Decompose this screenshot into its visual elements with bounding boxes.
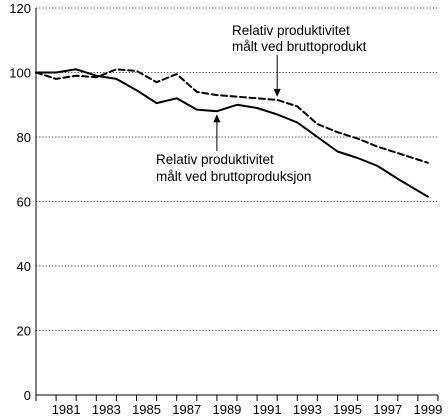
axes: 0 20 40 60 80 100 120 1981 1983 1985 1987 1989 1991 1…	[9, 1, 442, 417]
y-tick-label: 80	[17, 130, 31, 145]
x-tick-label: 1995	[333, 402, 362, 417]
x-tick-label: 1981	[52, 402, 81, 417]
y-tick-label: 100	[9, 66, 31, 81]
series-line-dashed	[35, 68, 429, 164]
x-tick-label: 1999	[413, 402, 442, 417]
annotation-label: målt ved bruttoprodukt	[232, 39, 367, 54]
y-tick-label: 20	[17, 324, 31, 339]
y-tick-label: 40	[17, 259, 31, 274]
x-tick-label: 1993	[293, 402, 322, 417]
annotation-label: Relativ produktivitet	[156, 152, 274, 167]
y-tick-label: 0	[24, 388, 31, 403]
series-line-solid	[35, 68, 429, 198]
annotation-label: Relativ produktivitet	[232, 23, 350, 38]
x-tick-label: 1989	[212, 402, 241, 417]
x-tick-label: 1987	[172, 402, 201, 417]
y-tick-label: 60	[17, 195, 31, 210]
x-tick-label: 1985	[132, 402, 161, 417]
y-tick-label: 120	[9, 1, 31, 16]
annotation-arrow-head	[213, 114, 221, 123]
x-tick-label: 1997	[373, 402, 402, 417]
series-lines	[35, 68, 429, 198]
annotation-arrow-head	[273, 88, 281, 97]
annotation-label: målt ved bruttoproduksjon	[156, 169, 311, 184]
x-tick-label: 1983	[92, 402, 121, 417]
x-tick-label: 1991	[253, 402, 282, 417]
